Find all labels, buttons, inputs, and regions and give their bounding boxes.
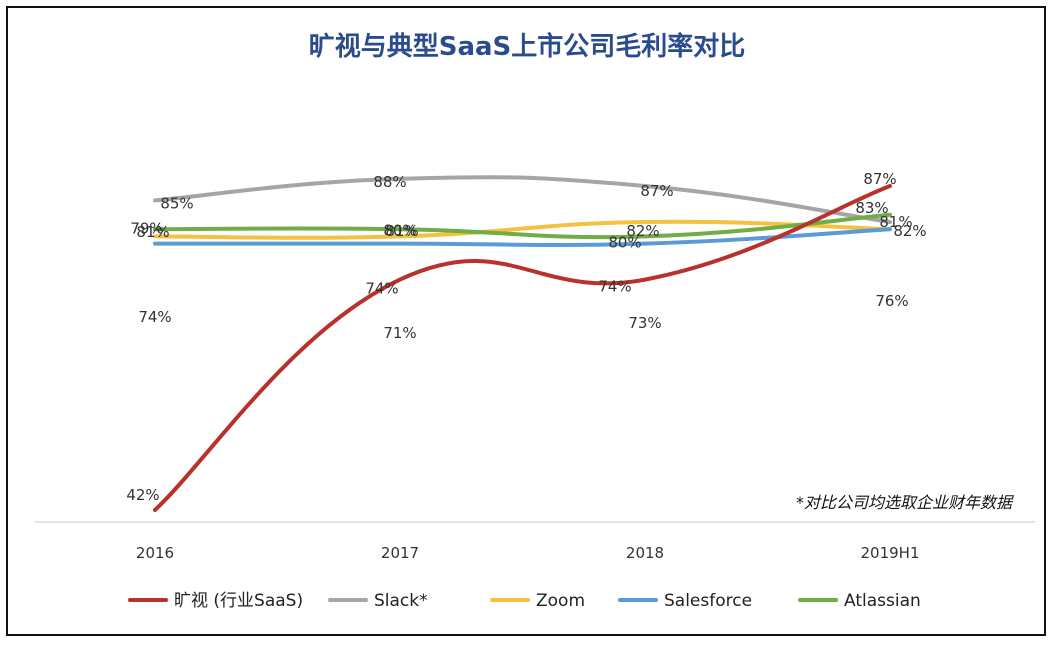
data-label-1-0: 85%	[160, 194, 193, 212]
extra-label-2: 73%	[628, 314, 661, 332]
legend-item-3: Salesforce	[618, 591, 752, 611]
data-label-4-3: 83%	[855, 199, 888, 217]
legend-label: 旷视 (行业SaaS)	[174, 591, 303, 611]
legend-item-4: Atlassian	[798, 591, 921, 611]
legend-item-0: 旷视 (行业SaaS)	[128, 591, 303, 611]
footnote: *对比公司均选取企业财年数据	[796, 493, 1014, 512]
series-line-3	[153, 227, 892, 248]
series-line-1	[153, 175, 892, 224]
legend-label: Salesforce	[664, 591, 752, 611]
data-label-1-2: 87%	[640, 182, 673, 200]
x-tick-label: 2016	[136, 544, 174, 562]
chart-title: 旷视与典型SaaS上市公司毛利率对比	[309, 31, 746, 62]
extra-label-0: 74%	[138, 308, 171, 326]
x-tick-label: 2017	[381, 544, 419, 562]
data-label-0-0: 42%	[126, 486, 159, 504]
data-label-0-3: 87%	[863, 170, 896, 188]
data-label-4-1: 81%	[385, 222, 418, 240]
extra-label-1: 71%	[383, 324, 416, 342]
legend-item-1: Slack*	[328, 591, 428, 611]
data-label-4-2: 80%	[608, 233, 641, 251]
series-line-4	[153, 212, 892, 240]
series-line-0	[153, 184, 892, 512]
chart-frame	[6, 6, 1046, 636]
x-tick-label: 2019H1	[861, 544, 920, 562]
legend-label: Zoom	[536, 591, 585, 611]
x-tick-label: 2018	[626, 544, 664, 562]
legend-label: Slack*	[374, 591, 428, 611]
data-label-4-0: 81%	[136, 223, 169, 241]
data-label-0-1: 74%	[365, 280, 398, 298]
data-label-3-1: 80%	[383, 222, 416, 240]
extra-label-3: 76%	[875, 292, 908, 310]
data-label-3-3: 81%	[879, 213, 912, 231]
legend-label: Atlassian	[844, 591, 921, 611]
data-label-2-2: 82%	[626, 222, 659, 240]
data-label-1-1: 88%	[373, 173, 406, 191]
data-label-0-2: 74%	[598, 278, 631, 296]
legend-item-2: Zoom	[490, 591, 585, 611]
data-label-3-0: 79%	[130, 220, 163, 238]
data-label-1-3: 82%	[893, 222, 926, 240]
